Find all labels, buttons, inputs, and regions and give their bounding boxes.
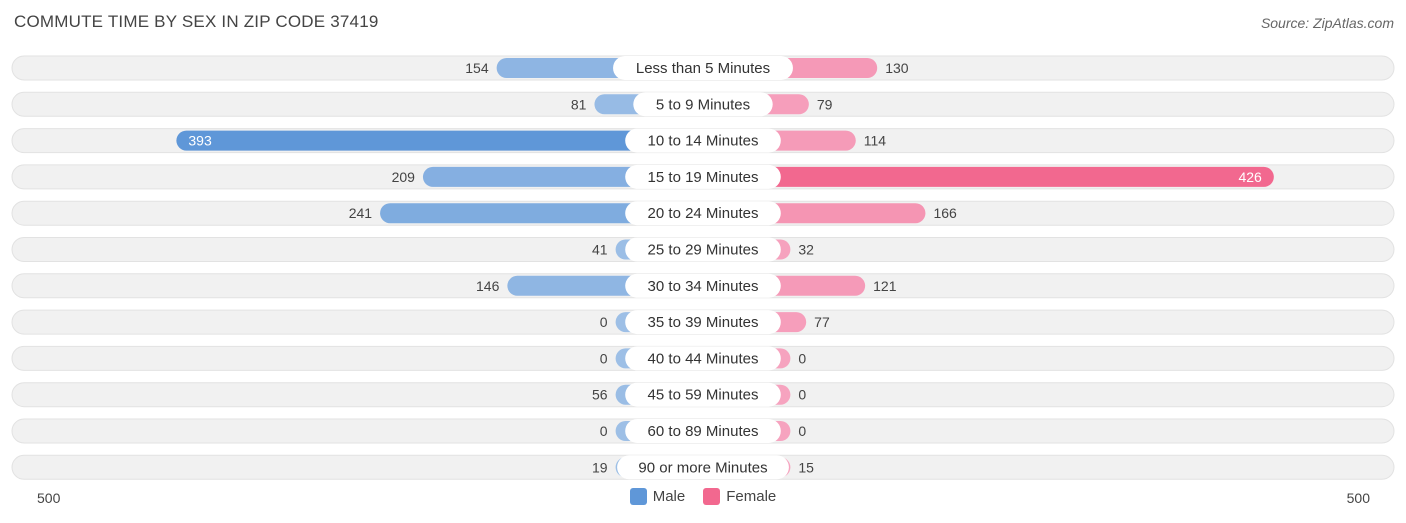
category-pill xyxy=(625,382,781,407)
category-label: 20 to 24 Minutes xyxy=(648,205,759,222)
category-label: 15 to 19 Minutes xyxy=(648,169,759,186)
axis-right-label: 500 xyxy=(1346,490,1370,506)
female-value-label: 32 xyxy=(798,242,814,258)
male-value-label: 393 xyxy=(188,133,212,149)
male-value-label: 154 xyxy=(465,60,489,76)
legend-swatch-female xyxy=(703,488,721,505)
male-bar xyxy=(176,130,703,151)
female-value-label: 0 xyxy=(798,423,806,439)
legend-item-male: Male xyxy=(629,488,686,505)
category-pill xyxy=(613,56,793,80)
category-label: 45 to 59 Minutes xyxy=(648,387,759,404)
category-label: 30 to 34 Minutes xyxy=(648,278,759,295)
category-pill xyxy=(617,455,789,480)
chart-source: Source: ZipAtlas.com xyxy=(1260,15,1394,31)
axis-left-label: 500 xyxy=(37,490,61,506)
female-value-label: 121 xyxy=(873,278,897,294)
category-pill xyxy=(625,310,781,335)
male-value-label: 0 xyxy=(600,314,608,330)
male-value-label: 209 xyxy=(392,169,416,185)
male-value-label: 41 xyxy=(592,242,608,258)
category-label: 25 to 29 Minutes xyxy=(648,242,759,259)
female-value-label: 130 xyxy=(885,60,909,76)
category-label: 40 to 44 Minutes xyxy=(648,350,759,367)
category-pill xyxy=(625,346,781,371)
category-label: Less than 5 Minutes xyxy=(636,60,770,77)
female-value-label: 77 xyxy=(814,314,830,330)
category-label: 5 to 9 Minutes xyxy=(656,96,750,113)
category-pill xyxy=(633,92,773,117)
female-value-label: 0 xyxy=(798,350,806,366)
legend-label-female: Female xyxy=(726,488,777,505)
female-value-label: 0 xyxy=(798,387,806,403)
category-pill xyxy=(625,273,781,298)
category-label: 60 to 89 Minutes xyxy=(648,423,759,440)
female-value-label: 114 xyxy=(864,133,887,149)
male-value-label: 0 xyxy=(600,350,608,366)
legend-label-male: Male xyxy=(652,488,686,505)
category-pill xyxy=(625,419,781,443)
female-value-label: 166 xyxy=(933,205,957,221)
male-value-label: 146 xyxy=(476,278,500,294)
legend-swatch-male xyxy=(629,488,647,505)
category-pill xyxy=(625,237,781,262)
category-label: 90 or more Minutes xyxy=(638,459,767,476)
male-value-label: 241 xyxy=(349,205,373,221)
female-value-label: 79 xyxy=(817,96,833,112)
category-label: 10 to 14 Minutes xyxy=(648,133,759,150)
male-value-label: 81 xyxy=(571,96,587,112)
male-bar xyxy=(380,203,703,224)
legend-item-female: Female xyxy=(703,488,776,505)
legend: Male Female xyxy=(0,488,1406,505)
female-value-label: 426 xyxy=(1238,169,1262,185)
category-label: 35 to 39 Minutes xyxy=(648,314,759,331)
male-value-label: 56 xyxy=(592,387,608,403)
male-value-label: 19 xyxy=(592,459,608,475)
female-bar xyxy=(703,166,1274,187)
category-pill xyxy=(625,128,781,153)
chart-title: COMMUTE TIME BY SEX IN ZIP CODE 37419 xyxy=(14,12,379,31)
female-value-label: 15 xyxy=(798,459,814,475)
category-pill xyxy=(625,201,781,226)
category-pill xyxy=(625,164,781,189)
male-value-label: 0 xyxy=(600,423,608,439)
